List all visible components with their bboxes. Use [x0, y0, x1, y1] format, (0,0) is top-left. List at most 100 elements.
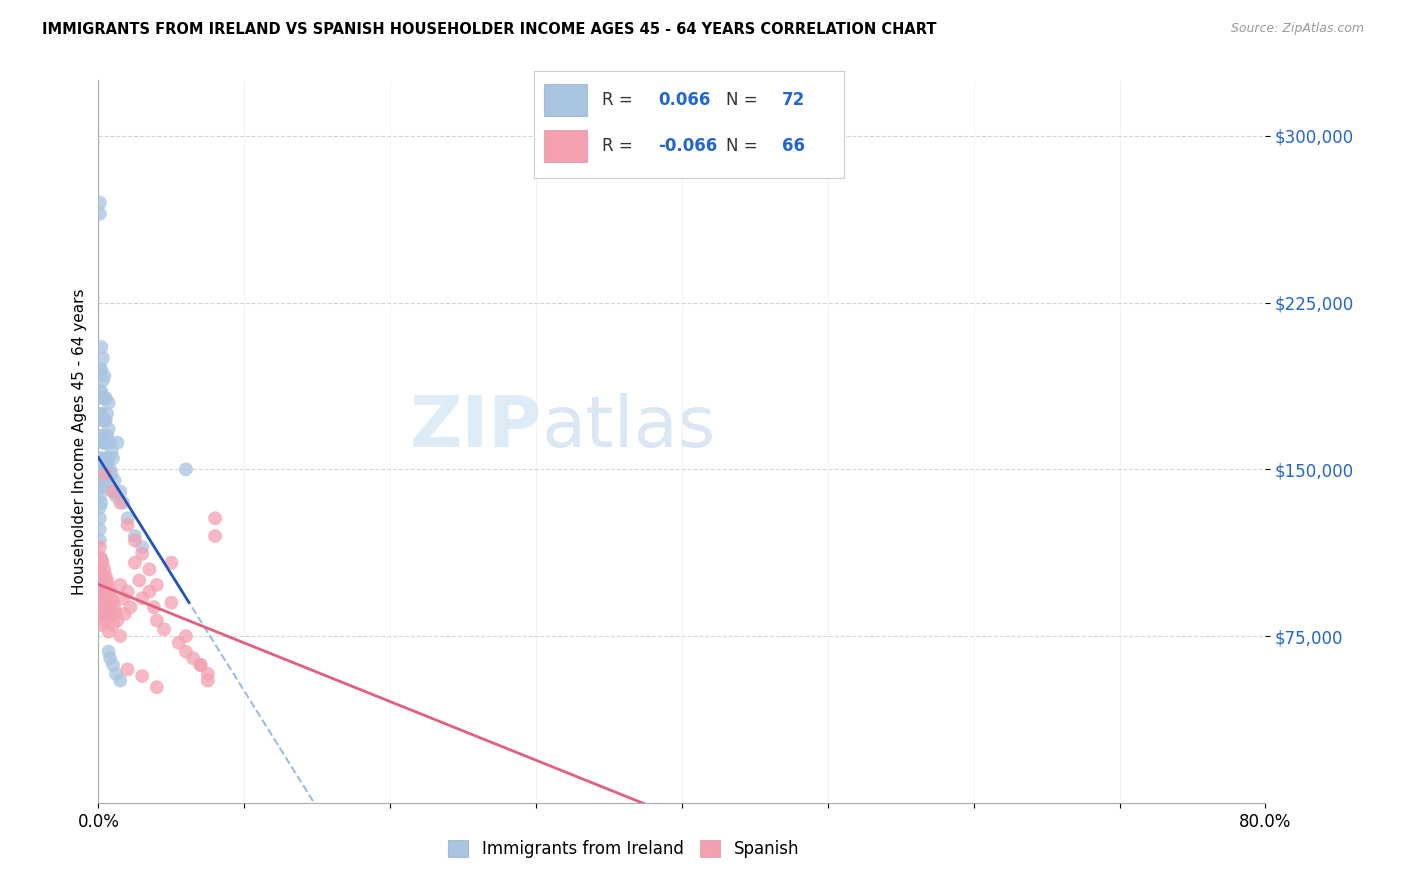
Point — [98, 651, 121, 665]
Point — [105, 614, 128, 628]
Point — [94, 413, 117, 427]
Text: IMMIGRANTS FROM IRELAND VS SPANISH HOUSEHOLDER INCOME AGES 45 - 64 YEARS CORRELA: IMMIGRANTS FROM IRELAND VS SPANISH HOUSE… — [42, 22, 936, 37]
Point — [90, 429, 112, 443]
Point — [90, 407, 112, 421]
Point — [128, 574, 150, 588]
Point — [91, 351, 114, 366]
Point — [103, 474, 125, 488]
Point — [94, 467, 117, 481]
Point — [91, 578, 114, 592]
Text: N =: N = — [725, 137, 763, 155]
Text: R =: R = — [602, 91, 638, 109]
FancyBboxPatch shape — [544, 130, 586, 162]
Point — [138, 562, 160, 576]
Point — [98, 584, 121, 599]
Point — [131, 591, 153, 606]
Text: atlas: atlas — [541, 392, 716, 461]
Point — [89, 562, 111, 576]
Point — [112, 496, 135, 510]
Text: 66: 66 — [782, 137, 804, 155]
Point — [190, 657, 212, 672]
Point — [91, 600, 114, 615]
Y-axis label: Householder Income Ages 45 - 64 years: Householder Income Ages 45 - 64 years — [72, 288, 87, 595]
Point — [93, 596, 115, 610]
Point — [91, 373, 114, 387]
Point — [110, 629, 132, 643]
Point — [96, 407, 118, 421]
Text: 0.066: 0.066 — [658, 91, 710, 109]
Point — [89, 362, 111, 376]
Point — [90, 362, 112, 376]
Point — [90, 618, 112, 632]
Point — [93, 584, 115, 599]
FancyBboxPatch shape — [544, 84, 586, 116]
Point — [190, 657, 212, 672]
Point — [89, 574, 111, 588]
Point — [197, 666, 219, 681]
Point — [97, 580, 120, 594]
Point — [138, 584, 160, 599]
Text: 72: 72 — [782, 91, 806, 109]
Point — [100, 467, 122, 481]
Point — [146, 614, 169, 628]
Point — [90, 496, 112, 510]
Point — [96, 574, 118, 588]
Point — [120, 600, 142, 615]
Point — [98, 607, 121, 621]
Point — [103, 600, 125, 615]
Point — [101, 618, 124, 632]
Point — [124, 533, 146, 548]
Point — [91, 413, 114, 427]
Point — [104, 666, 127, 681]
Point — [131, 547, 153, 561]
Point — [89, 584, 111, 599]
Point — [101, 657, 124, 672]
Point — [93, 368, 115, 383]
Point — [110, 673, 132, 688]
Point — [110, 578, 132, 592]
Point — [104, 489, 127, 503]
Point — [90, 574, 112, 588]
Point — [94, 458, 117, 472]
Point — [90, 451, 112, 466]
Point — [167, 636, 190, 650]
Point — [90, 340, 112, 354]
Point — [104, 607, 127, 621]
Point — [96, 607, 118, 621]
Point — [197, 673, 219, 688]
Point — [89, 195, 111, 210]
Point — [91, 391, 114, 405]
Point — [105, 435, 128, 450]
Point — [117, 662, 139, 676]
Legend: Immigrants from Ireland, Spanish: Immigrants from Ireland, Spanish — [440, 832, 807, 867]
Point — [98, 462, 121, 476]
Text: -0.066: -0.066 — [658, 137, 717, 155]
Point — [117, 511, 139, 525]
Point — [93, 458, 115, 472]
Point — [110, 496, 132, 510]
Point — [160, 556, 183, 570]
Point — [90, 384, 112, 399]
Point — [96, 596, 118, 610]
Point — [89, 533, 111, 548]
Point — [100, 444, 122, 458]
Point — [174, 462, 197, 476]
Point — [89, 522, 111, 536]
Point — [101, 484, 124, 499]
Text: Source: ZipAtlas.com: Source: ZipAtlas.com — [1230, 22, 1364, 36]
Point — [100, 591, 122, 606]
Point — [153, 623, 176, 637]
Point — [91, 480, 114, 494]
Point — [93, 391, 115, 405]
Point — [89, 500, 111, 515]
Point — [101, 596, 124, 610]
Point — [94, 435, 117, 450]
Point — [97, 624, 120, 639]
Point — [94, 391, 117, 405]
Point — [90, 551, 112, 566]
Point — [94, 614, 117, 628]
Point — [110, 484, 132, 499]
Point — [89, 551, 111, 566]
Point — [101, 484, 124, 499]
Point — [204, 511, 226, 525]
